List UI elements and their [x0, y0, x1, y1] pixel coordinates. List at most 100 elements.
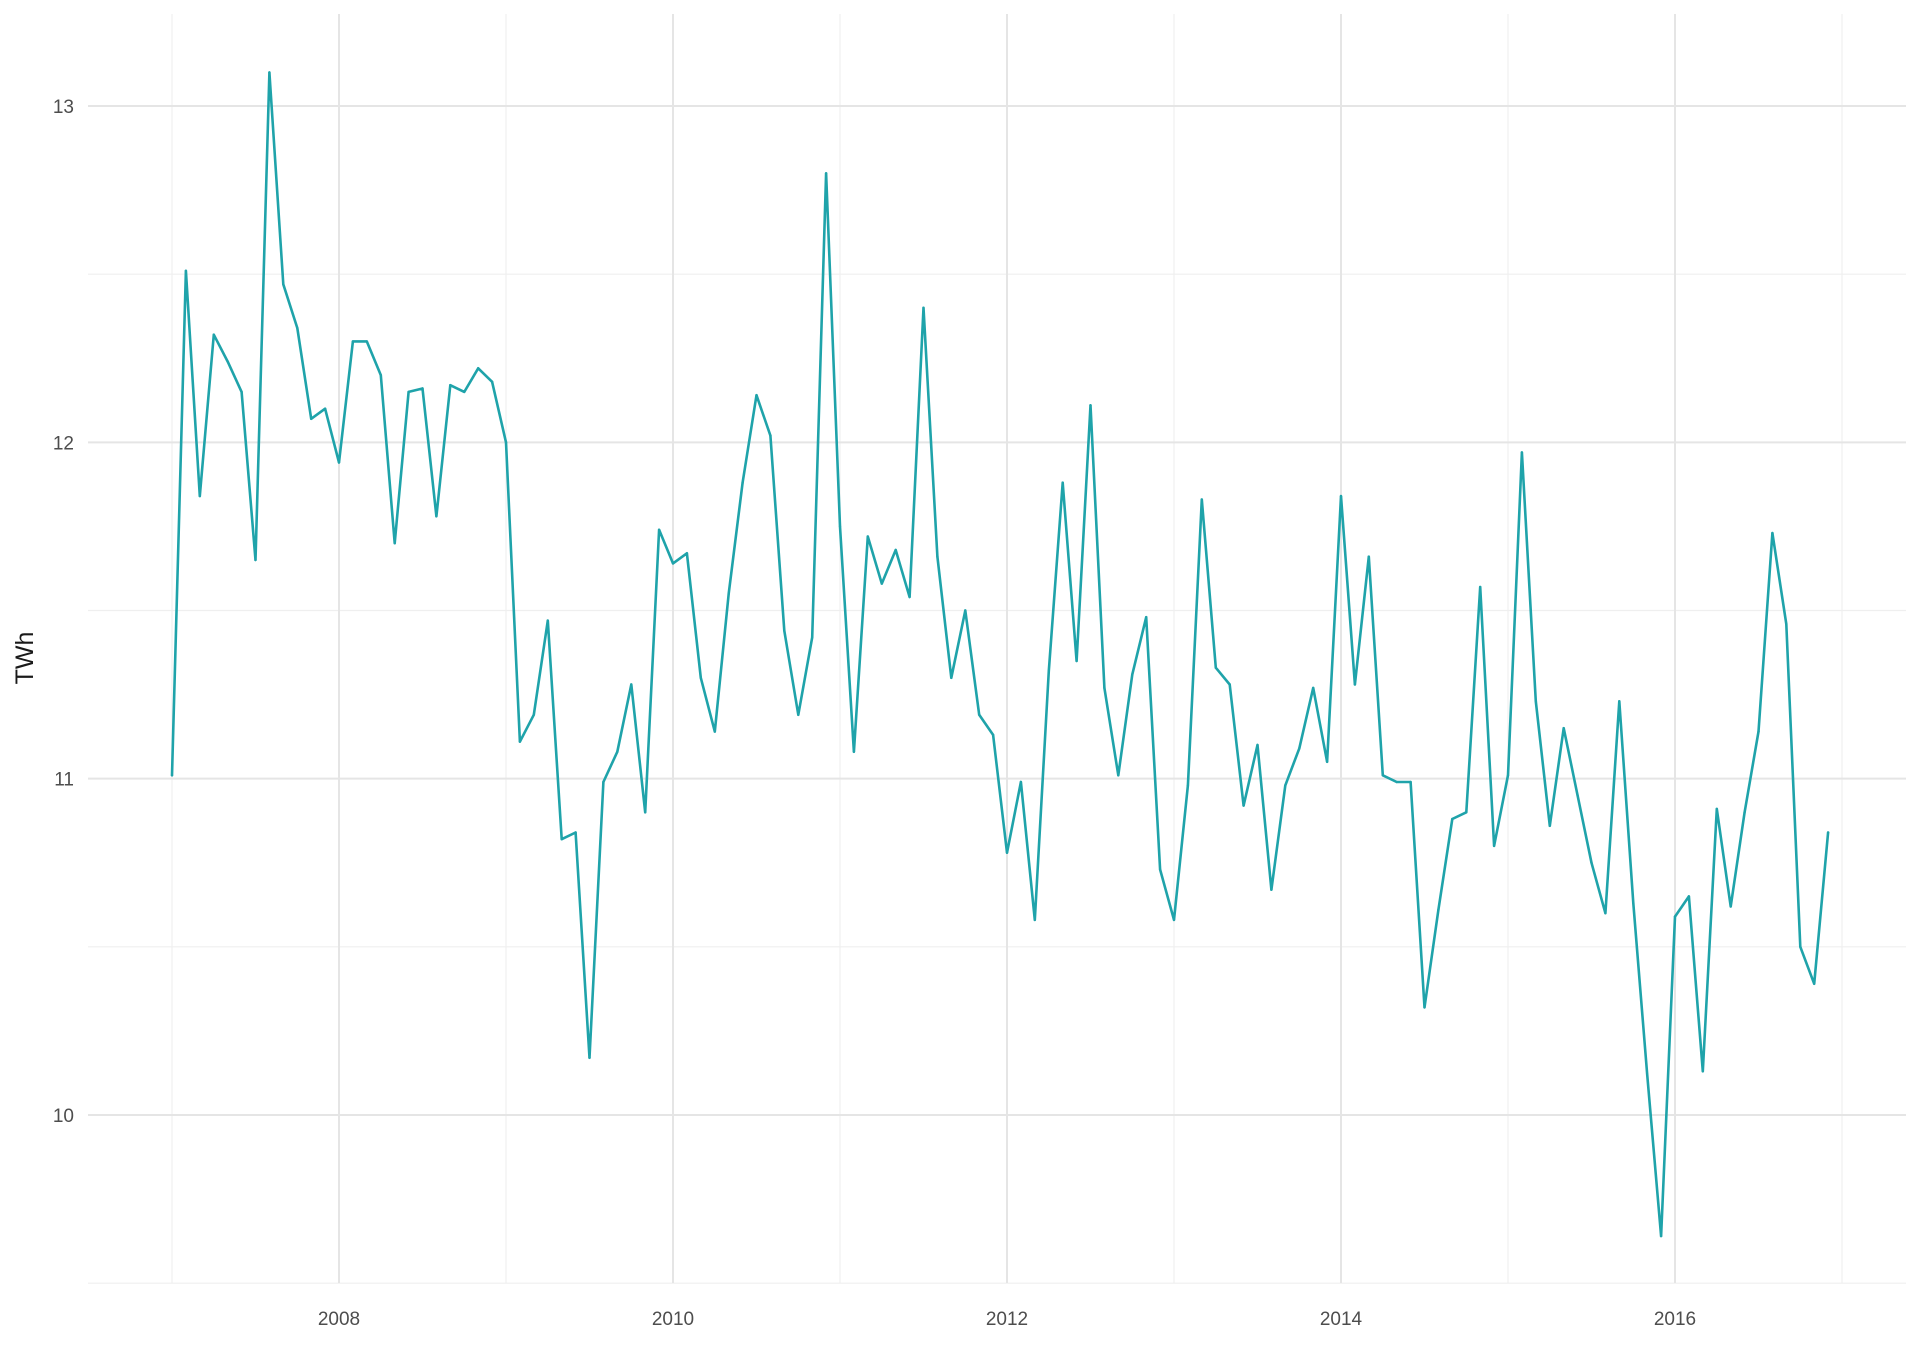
- data-point: [630, 683, 633, 686]
- data-point: [379, 373, 382, 377]
- data-point: [1465, 811, 1468, 814]
- data-point: [685, 552, 689, 555]
- data-point: [226, 360, 229, 363]
- data-point: [1757, 730, 1760, 733]
- data-point: [1659, 1234, 1663, 1238]
- y-axis-title: TWh: [11, 632, 39, 685]
- data-point: [268, 71, 271, 74]
- data-point: [1172, 918, 1176, 922]
- x-tick-label: 2016: [1654, 1309, 1696, 1330]
- x-tick-label: 2014: [1320, 1309, 1363, 1330]
- data-point: [490, 380, 494, 383]
- data-point: [1785, 622, 1788, 626]
- data-point: [1019, 780, 1023, 784]
- data-point: [1339, 494, 1343, 498]
- data-point: [212, 333, 215, 336]
- data-point: [936, 555, 939, 558]
- data-point: [1228, 683, 1231, 686]
- data-point: [1298, 747, 1301, 750]
- y-tick-label: 10: [53, 1106, 74, 1127]
- data-point: [1479, 585, 1482, 589]
- data-point: [991, 733, 995, 737]
- data-point: [741, 481, 744, 484]
- data-point: [1256, 743, 1259, 747]
- data-point: [1715, 807, 1719, 811]
- y-axis-tick-labels: 10 11 12 13: [53, 97, 74, 1127]
- data-point: [1673, 915, 1677, 918]
- data-point: [407, 390, 410, 394]
- data-point: [1604, 912, 1607, 915]
- data-point: [198, 494, 201, 498]
- x-tick-label: 2010: [652, 1309, 694, 1330]
- data-point: [1089, 404, 1092, 407]
- data-point: [1145, 616, 1148, 619]
- data-point: [1061, 481, 1064, 484]
- minor-gridlines: [88, 14, 1906, 1284]
- data-point: [296, 326, 299, 330]
- y-tick-label: 12: [53, 433, 74, 454]
- data-point: [588, 1056, 591, 1060]
- data-point: [880, 582, 883, 585]
- data-point: [323, 407, 327, 410]
- data-point: [1284, 784, 1287, 787]
- data-point: [797, 713, 800, 716]
- data-point: [1033, 918, 1037, 922]
- data-point: [1200, 498, 1204, 501]
- data-point: [1618, 700, 1621, 703]
- x-tick-label: 2012: [986, 1309, 1028, 1330]
- data-point: [1047, 669, 1051, 673]
- data-point: [240, 390, 243, 394]
- data-point: [1687, 895, 1691, 898]
- data-point: [978, 713, 981, 716]
- data-point: [1005, 851, 1009, 854]
- data-point: [1632, 901, 1635, 905]
- data-point: [1562, 727, 1565, 730]
- data-point: [602, 780, 605, 784]
- data-point: [769, 434, 772, 437]
- data-point: [560, 838, 563, 841]
- series-line: [170, 71, 1830, 1238]
- data-point: [824, 172, 828, 175]
- x-axis-tick-labels: 2008 2010 2012 2014 2016: [318, 1309, 1696, 1330]
- major-gridlines: [88, 14, 1906, 1283]
- data-point: [811, 636, 814, 639]
- data-point: [1395, 780, 1398, 784]
- data-point: [1270, 888, 1273, 891]
- data-point: [783, 629, 786, 632]
- data-point: [713, 730, 716, 733]
- data-point: [310, 417, 313, 420]
- data-point: [1312, 686, 1315, 690]
- x-tick-label: 2008: [318, 1309, 360, 1330]
- data-point: [1534, 700, 1538, 703]
- data-point: [699, 676, 702, 679]
- data-point: [1520, 451, 1524, 454]
- data-point: [852, 750, 856, 753]
- data-point: [421, 387, 424, 390]
- data-point: [170, 774, 174, 777]
- data-point: [449, 384, 452, 387]
- data-point: [1367, 555, 1371, 558]
- data-point: [546, 619, 549, 622]
- data-point: [1214, 666, 1218, 669]
- data-point: [644, 811, 647, 814]
- data-point: [254, 558, 257, 562]
- data-point: [1353, 683, 1357, 686]
- data-point: [1437, 908, 1440, 911]
- data-point: [727, 592, 730, 595]
- y-tick-label: 11: [54, 770, 74, 791]
- data-point: [1325, 760, 1329, 763]
- data-point: [922, 306, 925, 309]
- data-point: [532, 713, 535, 716]
- data-point: [393, 542, 396, 545]
- data-point: [1075, 659, 1078, 663]
- data-point: [1186, 784, 1190, 787]
- data-point: [1158, 868, 1162, 871]
- data-point: [1701, 1070, 1705, 1073]
- data-point: [574, 831, 577, 834]
- data-point: [1117, 774, 1120, 777]
- data-point: [1381, 774, 1385, 777]
- data-point: [282, 283, 285, 286]
- data-point: [1492, 844, 1496, 848]
- data-point: [1131, 673, 1134, 676]
